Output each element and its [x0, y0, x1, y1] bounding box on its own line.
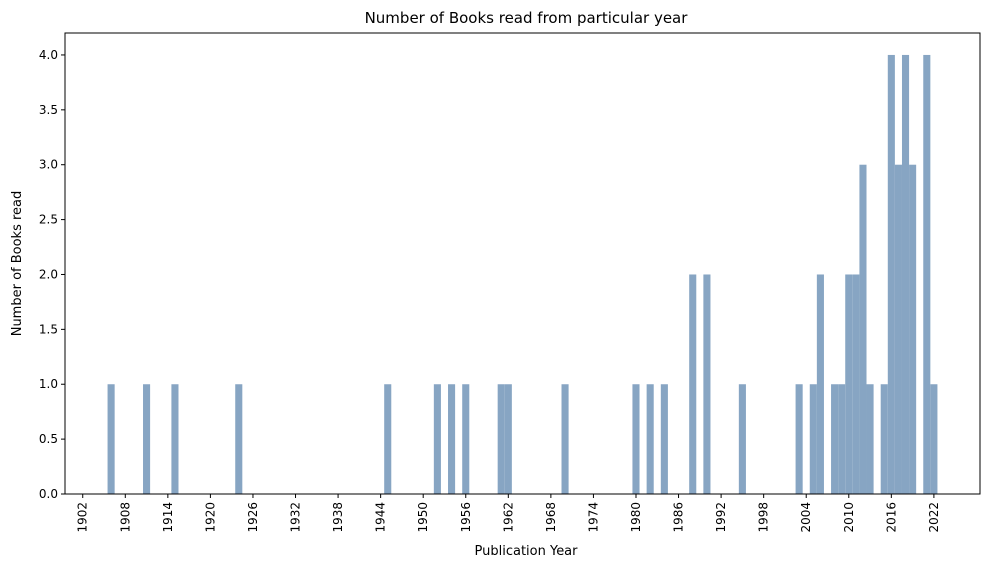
x-axis-label: Publication Year [475, 544, 579, 559]
y-tick-label: 2.5 [39, 213, 58, 227]
bar [107, 384, 115, 494]
x-tick-label: 1980 [629, 502, 643, 533]
bar [809, 384, 817, 494]
bar [923, 54, 931, 494]
y-tick-label: 1.5 [39, 322, 58, 336]
x-tick-label: 1926 [246, 502, 260, 533]
bar [930, 384, 938, 494]
x-tick-label: 2004 [799, 502, 813, 533]
y-axis-label: Number of Books read [10, 191, 25, 337]
bar [866, 384, 874, 494]
bar [504, 384, 512, 494]
x-tick-label: 1992 [714, 502, 728, 533]
bar [646, 384, 654, 494]
bar [852, 274, 860, 494]
x-tick-label: 1908 [118, 502, 132, 533]
y-tick-label: 0.5 [39, 432, 58, 446]
bars-layer [107, 54, 938, 494]
bar [462, 384, 470, 494]
bar [497, 384, 505, 494]
x-tick-label: 1986 [672, 502, 686, 533]
bar [448, 384, 456, 494]
bar [795, 384, 803, 494]
x-tick-label: 1968 [544, 502, 558, 533]
bar [887, 54, 895, 494]
bar [660, 384, 668, 494]
bar [384, 384, 392, 494]
x-tick-label: 1902 [76, 502, 90, 533]
chart-title: Number of Books read from particular yea… [365, 9, 689, 27]
bar [703, 274, 711, 494]
bar [433, 384, 441, 494]
x-axis: 1902 1908 1914 1920 1926 1932 1938 1944 1950 1956… [76, 494, 941, 533]
bar [831, 384, 839, 494]
x-tick-label: 1914 [161, 502, 175, 533]
y-tick-label: 1.0 [39, 377, 58, 391]
bar [845, 274, 853, 494]
x-tick-label: 2010 [842, 502, 856, 533]
bar [816, 274, 824, 494]
y-axis: 0.0 0.5 1.0 1.5 2.0 2.5 3.0 3.5 4.0 [39, 48, 65, 501]
y-tick-label: 4.0 [39, 48, 58, 62]
y-tick-label: 3.0 [39, 158, 58, 172]
y-tick-label: 3.5 [39, 103, 58, 117]
bar [838, 384, 846, 494]
bar [909, 164, 917, 494]
x-tick-label: 1920 [203, 502, 217, 533]
bar [561, 384, 569, 494]
x-tick-label: 1938 [331, 502, 345, 533]
y-tick-label: 2.0 [39, 267, 58, 281]
bar [235, 384, 243, 494]
bar [171, 384, 179, 494]
x-tick-label: 1962 [501, 502, 515, 533]
bar [894, 164, 902, 494]
bar [143, 384, 151, 494]
x-tick-label: 1950 [416, 502, 430, 533]
x-tick-label: 1944 [374, 502, 388, 533]
bar [880, 384, 888, 494]
x-tick-label: 2022 [927, 502, 941, 533]
bar [901, 54, 910, 494]
bar [738, 384, 746, 494]
bar [689, 274, 697, 494]
x-tick-label: 2016 [884, 502, 898, 533]
x-tick-label: 1974 [586, 502, 600, 533]
plot-frame [64, 32, 981, 495]
x-tick-label: 1998 [757, 502, 771, 533]
x-tick-label: 1932 [289, 502, 303, 533]
bar [859, 164, 867, 494]
y-tick-label: 0.0 [39, 487, 58, 501]
bar [632, 384, 640, 494]
x-tick-label: 1956 [459, 502, 473, 533]
